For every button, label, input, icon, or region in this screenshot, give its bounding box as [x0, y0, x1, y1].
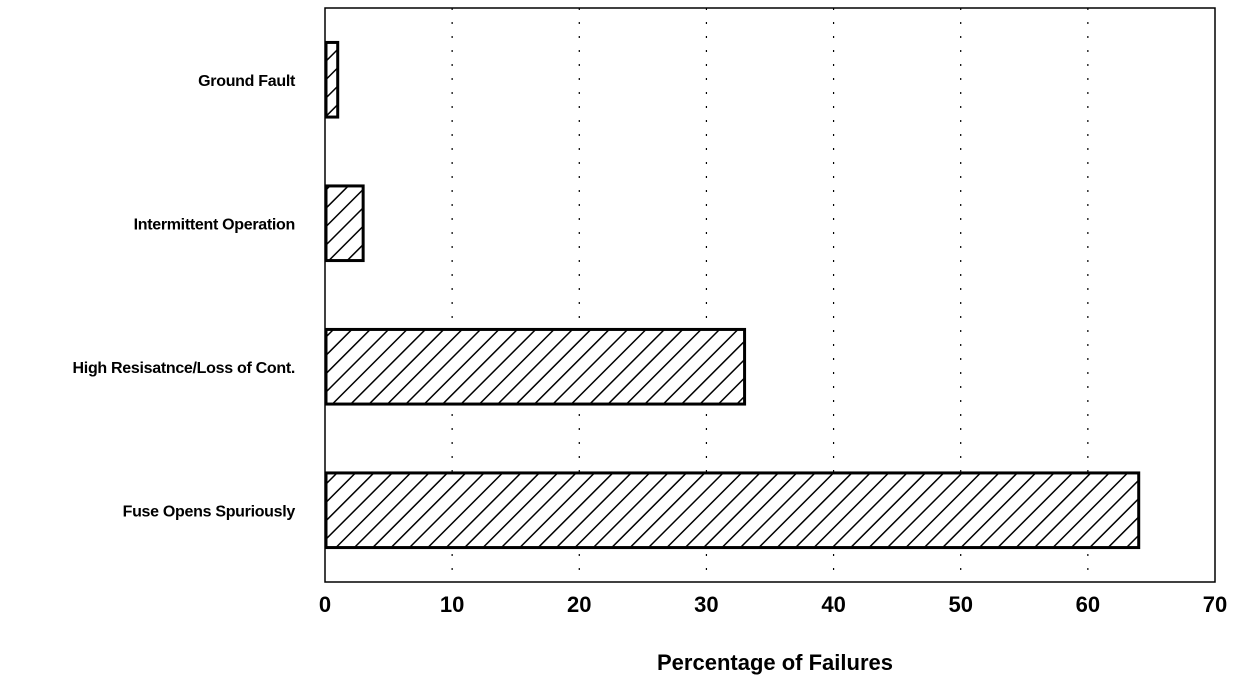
x-tick-label: 50	[948, 592, 972, 617]
x-tick-label: 0	[319, 592, 331, 617]
category-label: High Resisatnce/Loss of Cont.	[73, 360, 295, 377]
category-labels: Ground Fault Intermittent Operation High R…	[73, 73, 297, 521]
x-tick-label: 70	[1203, 592, 1227, 617]
x-tick-label: 30	[694, 592, 718, 617]
plot-frame	[324, 7, 1216, 583]
x-tick-label: 10	[440, 592, 464, 617]
x-tick-label: 20	[567, 592, 591, 617]
bar	[324, 40, 340, 119]
bars	[324, 40, 1141, 550]
x-axis-title: Percentage of Failures	[657, 650, 893, 675]
bar	[324, 184, 365, 263]
x-tick-labels: 0 10 20 30 40 50 60 70	[319, 592, 1227, 617]
category-label: Intermittent Operation	[134, 216, 295, 233]
x-tick-label: 40	[821, 592, 845, 617]
x-tick-label: 60	[1076, 592, 1100, 617]
category-label: Fuse Opens Spuriously	[123, 503, 296, 520]
bar	[324, 327, 747, 406]
bar	[324, 471, 1141, 550]
category-label: Ground Fault	[198, 73, 296, 90]
